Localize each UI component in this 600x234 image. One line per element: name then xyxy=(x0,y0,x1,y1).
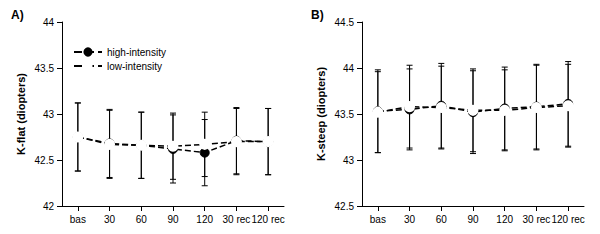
svg-text:A): A) xyxy=(11,8,24,22)
svg-text:30: 30 xyxy=(104,214,116,225)
svg-text:42.5: 42.5 xyxy=(35,155,55,166)
svg-text:43: 43 xyxy=(43,109,55,120)
svg-text:high-intensity: high-intensity xyxy=(107,47,166,58)
svg-text:60: 60 xyxy=(136,214,148,225)
svg-text:bas: bas xyxy=(70,214,86,225)
svg-text:43.5: 43.5 xyxy=(35,63,55,74)
svg-text:44.5: 44.5 xyxy=(335,17,355,28)
svg-text:30: 30 xyxy=(404,214,416,225)
svg-text:120: 120 xyxy=(496,214,513,225)
svg-text:30 rec: 30 rec xyxy=(223,214,251,225)
svg-text:bas: bas xyxy=(370,214,386,225)
svg-text:90: 90 xyxy=(467,214,479,225)
svg-text:60: 60 xyxy=(436,214,448,225)
svg-text:120: 120 xyxy=(196,214,213,225)
svg-text:43: 43 xyxy=(343,155,355,166)
svg-text:42: 42 xyxy=(43,201,55,212)
svg-text:K-flat (diopters): K-flat (diopters) xyxy=(15,73,27,155)
svg-text:43.5: 43.5 xyxy=(335,109,355,120)
svg-text:K-steep (diopters): K-steep (diopters) xyxy=(315,67,327,161)
svg-text:120 rec: 120 rec xyxy=(251,214,284,225)
svg-text:120 rec: 120 rec xyxy=(551,214,584,225)
svg-text:42.5: 42.5 xyxy=(335,201,355,212)
svg-text:B): B) xyxy=(311,8,324,22)
svg-text:90: 90 xyxy=(167,214,179,225)
svg-text:44: 44 xyxy=(43,17,55,28)
svg-text:low-intensity: low-intensity xyxy=(107,61,162,72)
svg-text:30 rec: 30 rec xyxy=(523,214,551,225)
svg-text:44: 44 xyxy=(343,63,355,74)
